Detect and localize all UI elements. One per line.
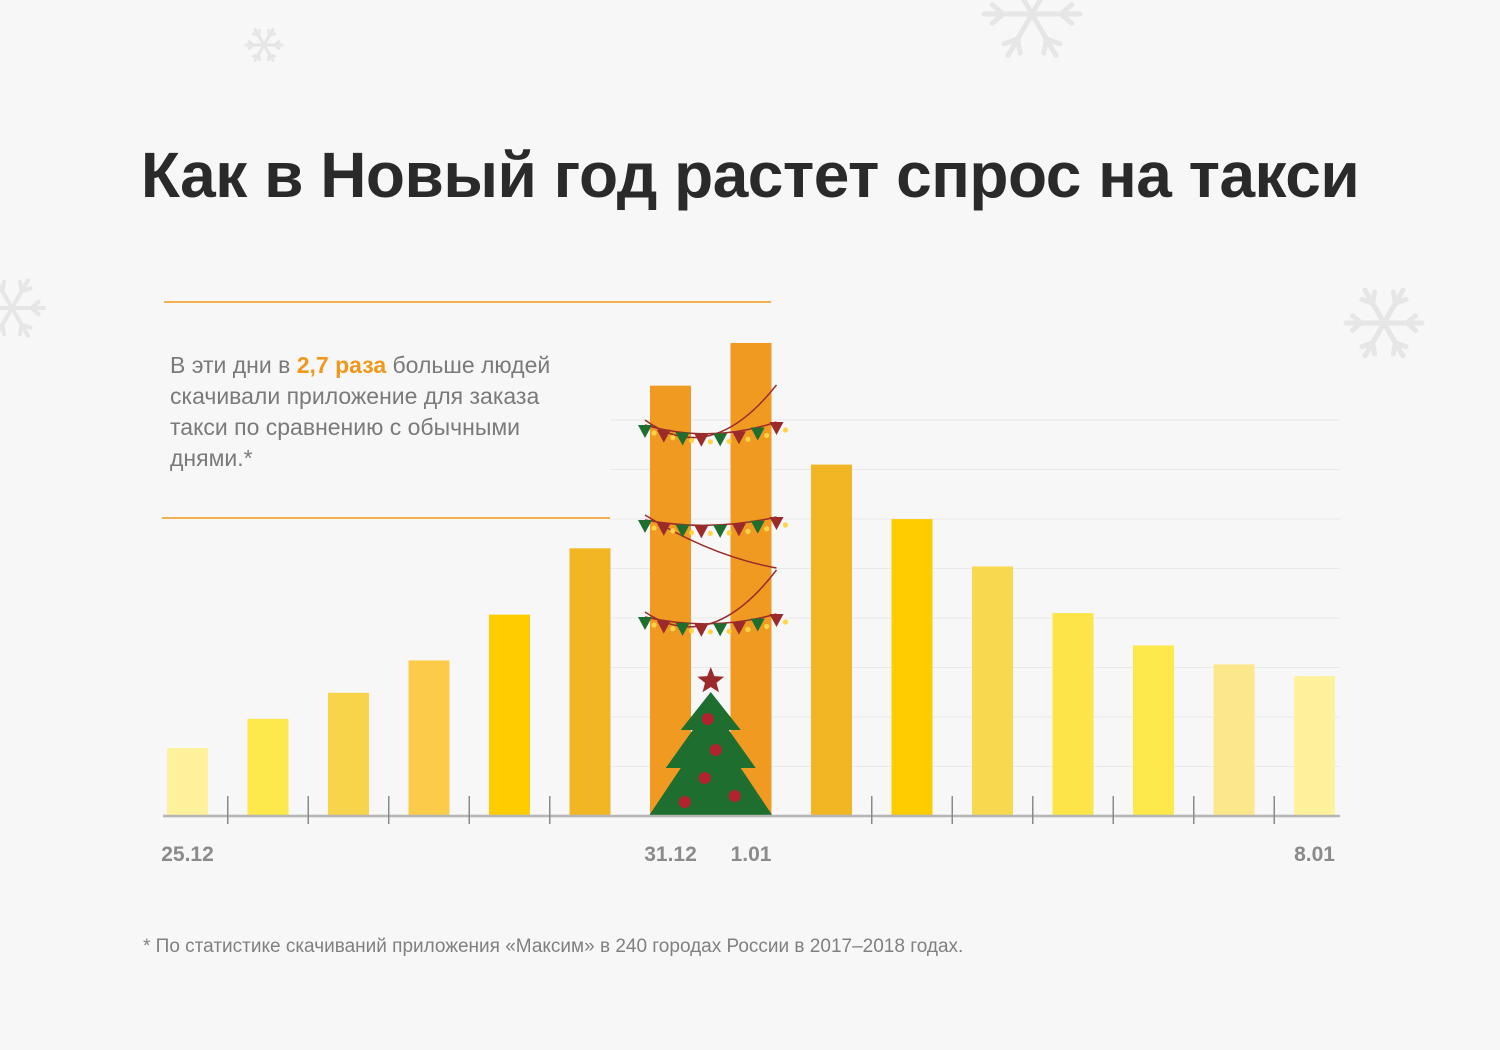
bar: [811, 464, 852, 816]
pennant: [638, 520, 652, 533]
bar: [167, 748, 208, 816]
bar: [730, 343, 772, 816]
pennant: [769, 614, 784, 627]
pennant: [656, 522, 671, 536]
garland-light: [707, 530, 713, 536]
callout-text-after: больше людей скачивали приложение для за…: [170, 352, 551, 471]
pennant: [675, 622, 690, 636]
garland-light: [670, 528, 676, 534]
bar: [569, 548, 611, 816]
ornament: [678, 796, 691, 808]
pennant: [694, 433, 709, 447]
bar: [972, 566, 1013, 816]
pennant: [769, 422, 784, 435]
pennant: [694, 525, 709, 539]
garland-light: [745, 528, 751, 534]
garland-light: [726, 530, 732, 536]
garland-light: [726, 628, 732, 634]
garland-light: [670, 434, 676, 441]
garland-light: [726, 438, 732, 444]
pennant: [638, 425, 652, 438]
pennant: [713, 433, 728, 447]
garland-light: [782, 619, 789, 625]
garland-light: [764, 623, 770, 630]
bar: [328, 692, 369, 816]
callout-text-before: В эти дни в: [170, 352, 297, 378]
garland-light: [764, 432, 770, 439]
snowflake-icon: [981, 0, 1083, 59]
bar: [891, 519, 933, 816]
ornament: [698, 772, 711, 784]
garland-light: [651, 525, 657, 531]
garland-light: [764, 526, 770, 532]
pennant: [675, 432, 690, 446]
garland-light: [707, 439, 713, 445]
garland-light: [651, 622, 657, 628]
pennant: [713, 623, 728, 637]
bar: [247, 718, 289, 816]
x-tick-label: 25.12: [161, 843, 214, 866]
ornament: [728, 790, 741, 802]
star-icon: [697, 667, 725, 693]
garland-light: [782, 522, 789, 528]
pennant: [638, 617, 652, 630]
snowflake-icon: [244, 27, 284, 63]
pennant: [750, 520, 765, 534]
chart-title: Как в Новый год растет спрос на такси: [140, 139, 1360, 211]
bar: [489, 614, 530, 816]
pennant: [750, 618, 765, 632]
x-tick-label: 31.12: [644, 843, 697, 866]
bar: [1133, 645, 1174, 816]
ornament: [709, 744, 722, 756]
garland-light: [688, 437, 695, 444]
pennant: [769, 517, 784, 530]
garland-light: [670, 626, 676, 632]
footnote: * По статистике скачиваний приложения «М…: [143, 936, 964, 957]
bar: [1213, 664, 1255, 816]
garland-string: [644, 516, 777, 527]
pennant: [656, 620, 671, 634]
garland-light: [651, 430, 657, 436]
callout-highlight: 2,7 раза: [296, 352, 387, 378]
festive-decorations: [638, 384, 789, 816]
x-tick-label: 8.01: [1294, 843, 1335, 866]
pennant: [731, 523, 746, 537]
garland-string: [644, 613, 777, 625]
garland-light: [688, 530, 695, 536]
garland-light: [782, 427, 789, 433]
bar: [408, 660, 450, 816]
garland: [638, 569, 789, 637]
pennant: [731, 621, 746, 635]
ornament: [701, 713, 714, 725]
snowflake-decorations: [0, 0, 1425, 359]
x-tick-label: 1.01: [731, 843, 772, 866]
x-ticks: [227, 796, 1275, 824]
bars: [167, 343, 1335, 816]
pennant: [731, 431, 746, 445]
christmas-tree: [648, 667, 773, 816]
x-tick-labels: 25.12 31.12 1.01 8.01: [161, 843, 1335, 866]
garland-light: [745, 626, 751, 633]
pennant: [750, 427, 765, 441]
garland-light: [707, 629, 713, 635]
garland-light: [745, 436, 751, 442]
snowflake-icon: [1343, 287, 1425, 359]
pennant: [675, 524, 690, 538]
tree-body: [648, 692, 773, 816]
pennant: [713, 524, 728, 538]
garland: [638, 514, 789, 569]
garland: [638, 384, 789, 447]
snowflake-icon: [0, 278, 46, 338]
bar: [1294, 676, 1335, 816]
garland-string: [644, 421, 777, 435]
pennant: [656, 429, 671, 443]
pennant: [694, 623, 709, 637]
garland-light: [688, 628, 695, 634]
bar: [1052, 613, 1094, 816]
callout-text: В эти дни в 2,7 раза больше людей скачив…: [170, 350, 590, 474]
